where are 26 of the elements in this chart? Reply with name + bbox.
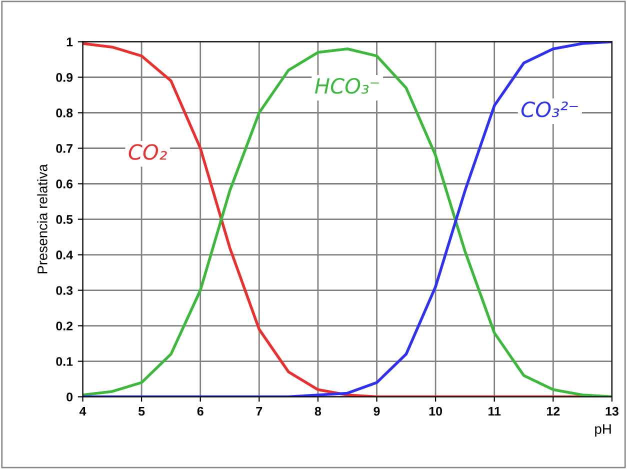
x-tick-label: 7 bbox=[256, 406, 262, 416]
y-tick-label: 0 bbox=[66, 392, 73, 402]
y-tick-label: 0.1 bbox=[56, 357, 73, 366]
y-tick-label: 0.2 bbox=[56, 322, 73, 330]
y-axis-title: Presencia relativa bbox=[37, 164, 48, 274]
series-label: HCO₃⁻ bbox=[314, 78, 379, 94]
x-axis-title: pH bbox=[595, 424, 611, 437]
y-tick-label: 0.6 bbox=[56, 180, 73, 188]
series-label: CO₂ bbox=[128, 144, 167, 160]
y-tick-label: 1 bbox=[66, 38, 73, 46]
y-tick-label: 0.9 bbox=[56, 73, 73, 82]
x-tick-label: 11 bbox=[488, 406, 501, 416]
x-tick-label: 13 bbox=[606, 406, 618, 416]
y-tick-label: 0.3 bbox=[56, 286, 73, 295]
x-tick-label: 4 bbox=[79, 406, 86, 416]
x-tick-label: 8 bbox=[314, 406, 322, 416]
y-tick-label: 0.8 bbox=[56, 108, 73, 118]
series-label: CO₃²⁻ bbox=[521, 101, 578, 118]
x-tick-label: 10 bbox=[429, 406, 442, 416]
y-tick-label: 0.5 bbox=[56, 215, 73, 224]
x-tick-label: 12 bbox=[546, 406, 560, 416]
x-tick-label: 5 bbox=[138, 406, 145, 416]
x-tick-label: 6 bbox=[197, 406, 204, 416]
y-tick-label: 0.7 bbox=[56, 144, 72, 153]
y-tick-label: 0.4 bbox=[56, 250, 73, 260]
x-tick-label: 9 bbox=[374, 406, 380, 416]
